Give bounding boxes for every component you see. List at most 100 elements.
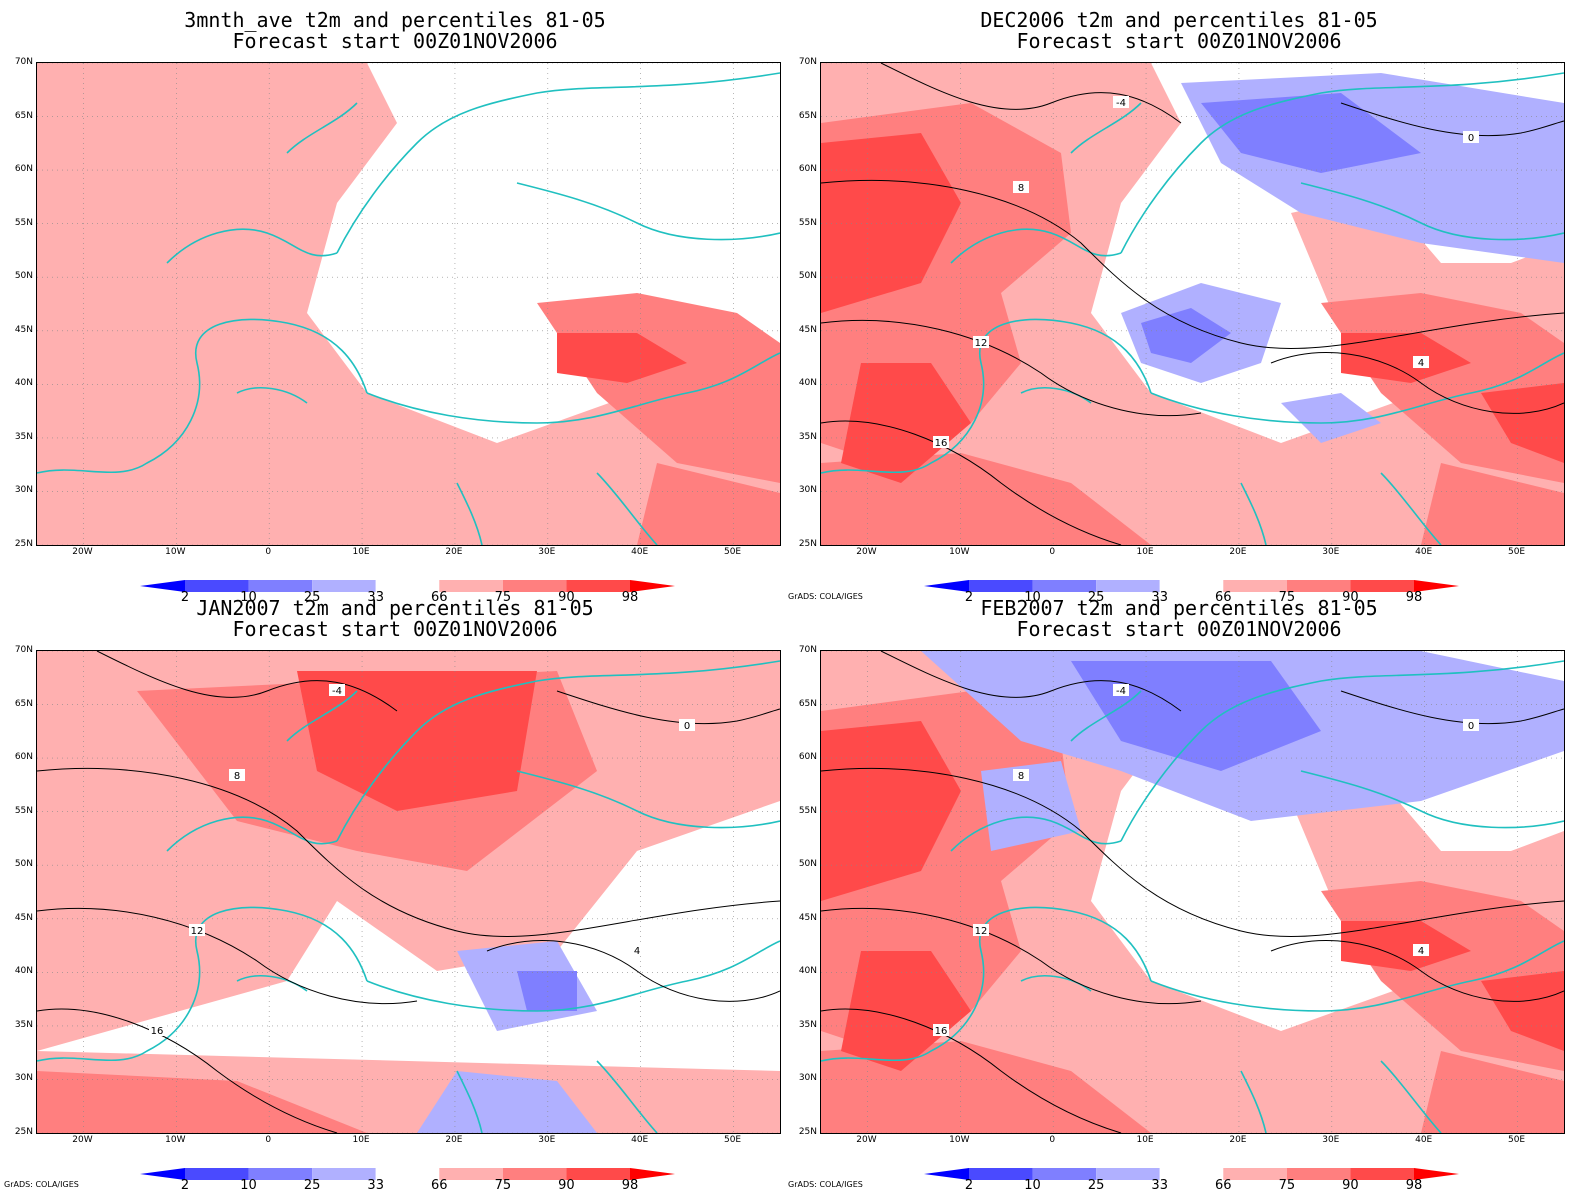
colorbar-svg [140, 580, 675, 592]
contour-label: 8 [1013, 769, 1029, 782]
latitude-label: 25N [14, 1127, 33, 1137]
colorbar-segment [924, 580, 969, 592]
temperature-contour [37, 907, 418, 1005]
latitude-label: 50N [14, 271, 33, 282]
temperature-contour [1270, 352, 1564, 414]
coastline [366, 352, 780, 424]
latitude-label: 40N [14, 966, 33, 977]
grads-credit: GrADS: COLA/IGES [788, 592, 863, 601]
longitude-label: 50E [723, 547, 742, 557]
temperature-contour [37, 1008, 338, 1133]
grads-credit: GrADS: COLA/IGES [4, 1180, 79, 1189]
colorbar-label: 2 [180, 1178, 190, 1193]
contour-label: 0 [1463, 131, 1479, 144]
blue-mid-region [1141, 308, 1231, 363]
colorbar-label: 66 [431, 590, 448, 605]
temperature-contour [556, 690, 780, 725]
coastline [1020, 387, 1092, 404]
svg-text:8: 8 [1018, 183, 1024, 194]
red-mid-region [1421, 1051, 1564, 1133]
coastline [1020, 975, 1092, 992]
longitude-label: 10W [165, 547, 186, 557]
colorbar-label: 98 [621, 1178, 639, 1193]
contour-label: 8 [229, 769, 245, 782]
colorbar-segment [312, 580, 376, 592]
longitude-label: 20W [856, 1135, 877, 1145]
svg-text:12: 12 [975, 338, 988, 349]
longitude-label: 20E [445, 547, 463, 557]
latitude-label: 50N [798, 271, 817, 282]
coastline [37, 906, 368, 1062]
red-mid-region [37, 1071, 367, 1133]
colorbar-label: 2 [180, 590, 190, 605]
svg-text:0: 0 [1468, 133, 1474, 144]
colorbar-segment [1096, 580, 1160, 592]
coastline [456, 482, 483, 545]
map-plot-area: 8 12 16 4 -4 0 [820, 62, 1565, 546]
longitude-label: 10W [949, 547, 970, 557]
red-strong-region [557, 333, 687, 383]
red-mid-region [637, 463, 780, 545]
colorbar-segment [1286, 1168, 1351, 1180]
longitude-label: 10W [949, 1135, 970, 1145]
colorbar-segment [1032, 1168, 1097, 1180]
panel-title: JAN2007 t2m and percentiles 81-05 [196, 596, 594, 620]
svg-text:4: 4 [634, 946, 640, 957]
blue-light-region [417, 1071, 597, 1133]
colorbar-svg [924, 580, 1459, 592]
svg-text:4: 4 [1418, 946, 1424, 957]
temperature-contour [37, 768, 780, 937]
svg-text:16: 16 [935, 438, 948, 449]
temperature-contour [821, 180, 1564, 349]
svg-text:-4: -4 [332, 686, 342, 697]
longitude-label: 20W [72, 547, 93, 557]
coastline [166, 228, 338, 264]
contour-label: 4 [1413, 356, 1429, 369]
coastline [1070, 102, 1142, 154]
colorbar-label: 33 [1151, 590, 1168, 605]
temperature-contour [821, 319, 1202, 417]
longitude-label: 20E [445, 1135, 463, 1145]
longitude-label: 0 [1049, 547, 1056, 557]
latitude-label: 45N [14, 912, 33, 923]
colorbar-label: 10 [1024, 590, 1041, 605]
svg-text:-4: -4 [1116, 686, 1126, 697]
longitude-label: 20E [1229, 1135, 1247, 1145]
colorbar-label: 90 [1342, 1178, 1359, 1193]
colorbar-label: 90 [558, 1178, 575, 1193]
latitude-label: 40N [798, 378, 817, 389]
coastline [950, 228, 1122, 264]
latitude-label: 50N [14, 859, 33, 870]
latitude-label: 65N [14, 698, 33, 709]
map-svg [37, 63, 780, 545]
colorbar-label: 33 [367, 590, 384, 605]
map-svg: 8 12 16 4 -4 0 [37, 651, 780, 1133]
coastline [1150, 940, 1564, 1012]
longitude-label: 30E [1322, 1135, 1340, 1145]
contour-label: -4 [1113, 96, 1129, 109]
colorbar-segment [185, 580, 249, 592]
coastline [821, 906, 1152, 1062]
coastline [1240, 1070, 1267, 1133]
latitude-label: 70N [14, 57, 33, 67]
longitude-label: 0 [265, 1135, 272, 1145]
map-plot-area [36, 62, 781, 546]
coastline [1240, 482, 1267, 545]
coastline [1120, 72, 1564, 254]
colorbar-segment [248, 580, 313, 592]
panel-dec2006: DEC2006 t2m and percentiles 81-05 Foreca… [784, 0, 1574, 605]
colorbar-label: 25 [303, 590, 321, 605]
colorbar-segment [439, 580, 503, 592]
coastline [1150, 352, 1564, 424]
coastline [336, 72, 780, 254]
colorbar-segment [566, 580, 630, 592]
latitude-label: 35N [14, 1019, 33, 1030]
colorbar-segment [1159, 1168, 1224, 1180]
blue-mid-region [517, 971, 577, 1011]
colorbar-segment [630, 580, 675, 592]
colorbar-segment [312, 1168, 376, 1180]
colorbar-segment [439, 1168, 503, 1180]
colorbar-segment [140, 1168, 185, 1180]
grads-credit: GrADS: COLA/IGES [788, 1180, 863, 1189]
longitude-label: 50E [723, 1135, 742, 1145]
